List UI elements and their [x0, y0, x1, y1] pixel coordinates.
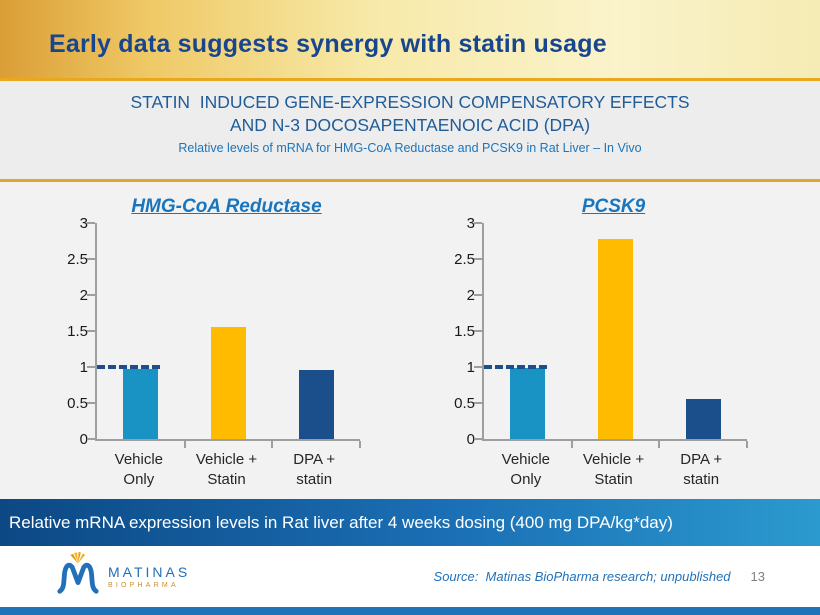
y-tick-label: 0	[466, 431, 475, 449]
source-text: Source: Matinas BioPharma research; unpu…	[433, 569, 731, 585]
plot-row: 0 0.5 1 1.5 2 2.5 3	[50, 215, 361, 449]
y-tick-mark	[87, 222, 95, 225]
logo-name-text: MATINAS	[108, 564, 191, 581]
page-title: Early data suggests synergy with statin …	[49, 30, 607, 58]
y-tick-label: 1	[466, 359, 475, 377]
matinas-logo: MATINAS BIOPHARMA	[55, 551, 190, 602]
study-header-line-1: STATIN INDUCED GENE-EXPRESSION COMPENSAT…	[130, 91, 690, 112]
y-tick-label: 2.5	[67, 251, 88, 269]
x-category-label: DPA + statin	[680, 451, 723, 488]
logo-m-icon	[55, 551, 101, 602]
baseline-dashed-line	[97, 365, 161, 370]
chart-title: HMG-CoA Reductase	[131, 196, 322, 218]
y-tick-mark	[474, 330, 482, 333]
chart-pcsk9: PCSK9 0 0.5 1 1.5 2 2.5 3 Vehicle Only Vehicle …	[437, 196, 748, 499]
x-category-label: Vehicle + Statin	[195, 451, 258, 488]
y-axis-labels: 0 0.5 1 1.5 2 2.5 3	[437, 215, 482, 448]
bar-dpa-statin	[298, 370, 334, 440]
y-tick-mark	[87, 258, 95, 261]
y-tick-mark	[87, 294, 95, 297]
study-header-line-2: AND N-3 DOCOSAPENTAENOIC ACID (DPA)	[229, 115, 591, 136]
bar-dpa-statin	[685, 398, 721, 440]
chart-title: PCSK9	[581, 196, 646, 218]
logo-wordmark: MATINAS BIOPHARMA	[108, 564, 190, 589]
footer: MATINAS BIOPHARMA Source: Matinas BioPha…	[0, 546, 820, 608]
x-tick-mark	[271, 441, 274, 449]
y-tick-label: 2	[466, 287, 475, 305]
x-axis-labels: Vehicle Only Vehicle + Statin DPA + statin	[95, 450, 358, 489]
study-header: STATIN INDUCED GENE-EXPRESSION COMPENSAT…	[0, 80, 820, 183]
y-tick-label: 1.5	[454, 323, 475, 341]
y-tick-label: 0.5	[67, 395, 88, 413]
baseline-dashed-line	[484, 365, 548, 370]
charts-row: HMG-CoA Reductase 0 0.5 1 1.5 2 2.5 3 Vehicle …	[0, 182, 820, 499]
x-tick-mark	[746, 441, 748, 449]
y-tick-mark	[474, 402, 482, 405]
y-tick-mark	[474, 438, 482, 441]
y-tick-mark	[87, 438, 95, 441]
x-tick-mark	[359, 441, 361, 449]
bottom-accent-bar	[0, 607, 820, 615]
bar-vehicle-only	[510, 367, 546, 440]
x-category-label: Vehicle + Statin	[582, 451, 645, 488]
y-tick-label: 0.5	[454, 395, 475, 413]
y-tick-label: 0	[79, 431, 88, 449]
y-tick-label: 3	[79, 215, 88, 233]
x-tick-mark	[570, 441, 573, 449]
y-tick-label: 2	[79, 287, 88, 305]
plot-area	[87, 222, 361, 449]
title-band: Early data suggests synergy with statin …	[0, 0, 820, 81]
bar-vehicle-only	[123, 368, 159, 440]
chart-hmg-coa-reductase: HMG-CoA Reductase 0 0.5 1 1.5 2 2.5 3 Vehicle …	[50, 196, 361, 499]
y-tick-mark	[87, 402, 95, 405]
bar-vehicle-statin	[211, 326, 246, 440]
y-tick-label: 1	[79, 359, 88, 377]
plot-row: 0 0.5 1 1.5 2 2.5 3	[437, 215, 748, 449]
y-tick-label: 3	[466, 215, 475, 233]
y-tick-mark	[87, 366, 95, 369]
y-tick-mark	[474, 294, 482, 297]
y-tick-mark	[474, 258, 482, 261]
y-tick-mark	[87, 330, 95, 333]
x-category-label: DPA + statin	[293, 451, 336, 488]
x-category-label: Vehicle Only	[114, 451, 164, 488]
x-category-label: Vehicle Only	[501, 451, 551, 488]
summary-banner-text: Relative mRNA expression levels in Rat l…	[9, 512, 673, 532]
x-tick-mark	[658, 441, 661, 449]
y-axis-labels: 0 0.5 1 1.5 2 2.5 3	[50, 215, 95, 448]
logo-subtext: BIOPHARMA	[108, 582, 179, 590]
x-axis-labels: Vehicle Only Vehicle + Statin DPA + statin	[482, 450, 745, 489]
bar-vehicle-statin	[598, 239, 633, 440]
x-tick-mark	[183, 441, 186, 449]
y-tick-label: 2.5	[454, 251, 475, 269]
plot-area	[474, 222, 748, 449]
y-tick-label: 1.5	[67, 323, 88, 341]
study-header-subtitle: Relative levels of mRNA for HMG-CoA Redu…	[178, 140, 642, 155]
summary-banner: Relative mRNA expression levels in Rat l…	[0, 498, 820, 547]
y-tick-mark	[474, 222, 482, 225]
y-tick-mark	[474, 366, 482, 369]
page-number: 13	[750, 569, 765, 585]
